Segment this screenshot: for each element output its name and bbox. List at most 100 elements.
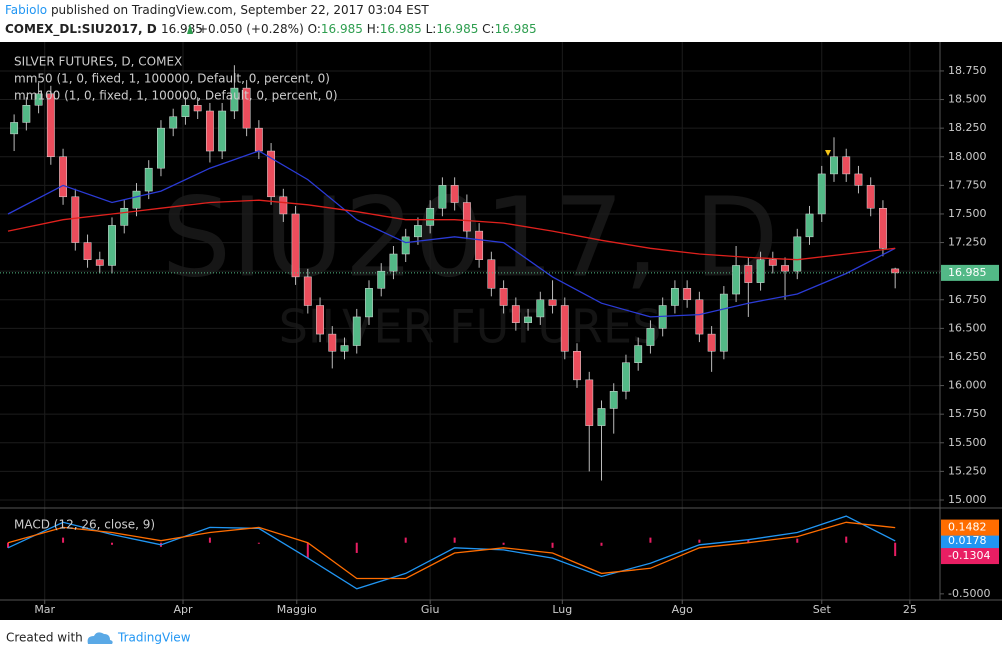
candle-body xyxy=(401,236,410,255)
y-tick-label: 18.250 xyxy=(948,121,987,134)
chart-layer: 15.000 15.250 15.500 15.750 16.000 16.250 16.5… xyxy=(0,42,999,616)
candle-body xyxy=(462,202,471,232)
candle-body xyxy=(303,276,312,306)
footer-brand[interactable]: TradingView xyxy=(117,631,191,645)
candle-body xyxy=(279,196,288,215)
author[interactable]: Fabiolo xyxy=(5,3,47,17)
y-tick-label: 15.000 xyxy=(948,493,987,506)
header-line-2b: +0.050 (+0.28%) O:16.985 H:16.985 L:16.9… xyxy=(198,22,537,36)
candle-body xyxy=(732,265,741,295)
candle-body xyxy=(719,293,728,352)
candle-body xyxy=(438,185,447,209)
tradingview-logo[interactable] xyxy=(87,632,113,644)
candle-body xyxy=(22,105,31,123)
macd-histogram-bar xyxy=(600,542,603,546)
header-line-2: COMEX_DL:SIU2017, D 16.985 xyxy=(5,22,203,37)
macd-line xyxy=(7,515,896,590)
candle-body xyxy=(10,122,19,135)
y-tick-label: 18.750 xyxy=(948,64,987,77)
y-tick-label: 17.750 xyxy=(948,178,987,191)
candle-body xyxy=(120,207,129,226)
published: published on TradingView.com, September … xyxy=(47,3,429,17)
candle-body xyxy=(536,299,545,318)
macd-histogram-bar xyxy=(551,542,554,548)
macd-histogram-bar xyxy=(502,542,505,545)
macd-histogram-bar xyxy=(257,542,260,544)
candle-body xyxy=(181,105,190,117)
y-tick-label: 18.000 xyxy=(948,150,987,163)
candle-body xyxy=(597,408,606,426)
change: +0.050 (+0.28%) xyxy=(198,22,304,36)
y-tick-label: 17.500 xyxy=(948,207,987,220)
c-label: C: xyxy=(482,22,494,36)
l-value: 16.985 xyxy=(436,22,478,36)
candle-body xyxy=(328,333,337,352)
x-tick-label: Lug xyxy=(552,603,572,616)
candle-body xyxy=(71,196,80,243)
candle-body xyxy=(560,305,569,352)
candle-body xyxy=(205,110,214,152)
h-value: 16.985 xyxy=(380,22,422,36)
x-tick-label: Apr xyxy=(173,603,193,616)
candle-body xyxy=(511,305,520,323)
y-tick-label: 17.250 xyxy=(948,236,987,249)
legend-mm50: mm50 (1, 0, fixed, 1, 100000, Default, 0… xyxy=(14,72,330,86)
candle-body xyxy=(622,362,630,392)
macd-histogram-bar xyxy=(306,542,309,559)
candle-body xyxy=(842,156,851,175)
candle-body xyxy=(218,110,227,152)
candle-body xyxy=(144,167,153,192)
candle-body xyxy=(744,265,753,283)
candle-body xyxy=(450,185,459,203)
candle-body xyxy=(132,190,141,209)
price: 16.985 xyxy=(161,22,203,36)
candle-body xyxy=(756,259,765,283)
macd-value-box xyxy=(941,519,999,536)
candle-body xyxy=(157,127,165,169)
x-tick-label: Mar xyxy=(34,603,55,616)
candle-body xyxy=(254,127,263,152)
last-price-box xyxy=(941,264,999,281)
candle-body xyxy=(291,213,300,278)
signal-marker xyxy=(825,150,831,156)
candle-body xyxy=(365,288,373,318)
candle-body xyxy=(34,93,43,106)
footer-created: Created with xyxy=(6,631,83,645)
macd-histogram-bar xyxy=(111,542,114,545)
macd-value-label: 0.1482 xyxy=(948,521,987,534)
y-tick-label: 15.750 xyxy=(948,407,987,420)
moving-average xyxy=(7,199,896,261)
candle-body xyxy=(707,333,716,352)
y-tick-label: 16.000 xyxy=(948,379,987,392)
candle-body xyxy=(389,253,398,272)
watermark-sub: SILVER FUTURES xyxy=(279,300,662,354)
y-tick-label: 15.250 xyxy=(948,464,987,477)
candle-body xyxy=(891,268,900,274)
candle-body xyxy=(805,213,814,238)
candle-body xyxy=(426,207,435,226)
o-label: O: xyxy=(308,22,321,36)
y-tick-label: 18.500 xyxy=(948,93,987,106)
candle-body xyxy=(95,259,104,266)
candle-body xyxy=(340,345,349,352)
macd-value-box xyxy=(941,548,999,565)
macd-histogram-bar xyxy=(747,539,750,543)
macd-histogram-bar xyxy=(894,542,897,557)
y-tick-label: 15.500 xyxy=(948,436,987,449)
candle-body xyxy=(267,150,276,198)
candle-body xyxy=(414,225,422,238)
macd-histogram-bar xyxy=(453,537,456,543)
up-arrow-icon xyxy=(187,24,193,34)
candle-body xyxy=(475,230,484,260)
macd-histogram-bar xyxy=(845,536,848,543)
y-tick-label: 16.250 xyxy=(948,350,987,363)
candle-body xyxy=(108,225,116,266)
l-label: L: xyxy=(426,22,437,36)
macd-histogram-bar xyxy=(7,542,9,548)
h-label: H: xyxy=(367,22,380,36)
candle-body xyxy=(83,242,92,260)
candle-body xyxy=(46,93,55,158)
watermark: SIU2017, D xyxy=(161,173,778,301)
x-tick-label: Set xyxy=(813,603,832,616)
